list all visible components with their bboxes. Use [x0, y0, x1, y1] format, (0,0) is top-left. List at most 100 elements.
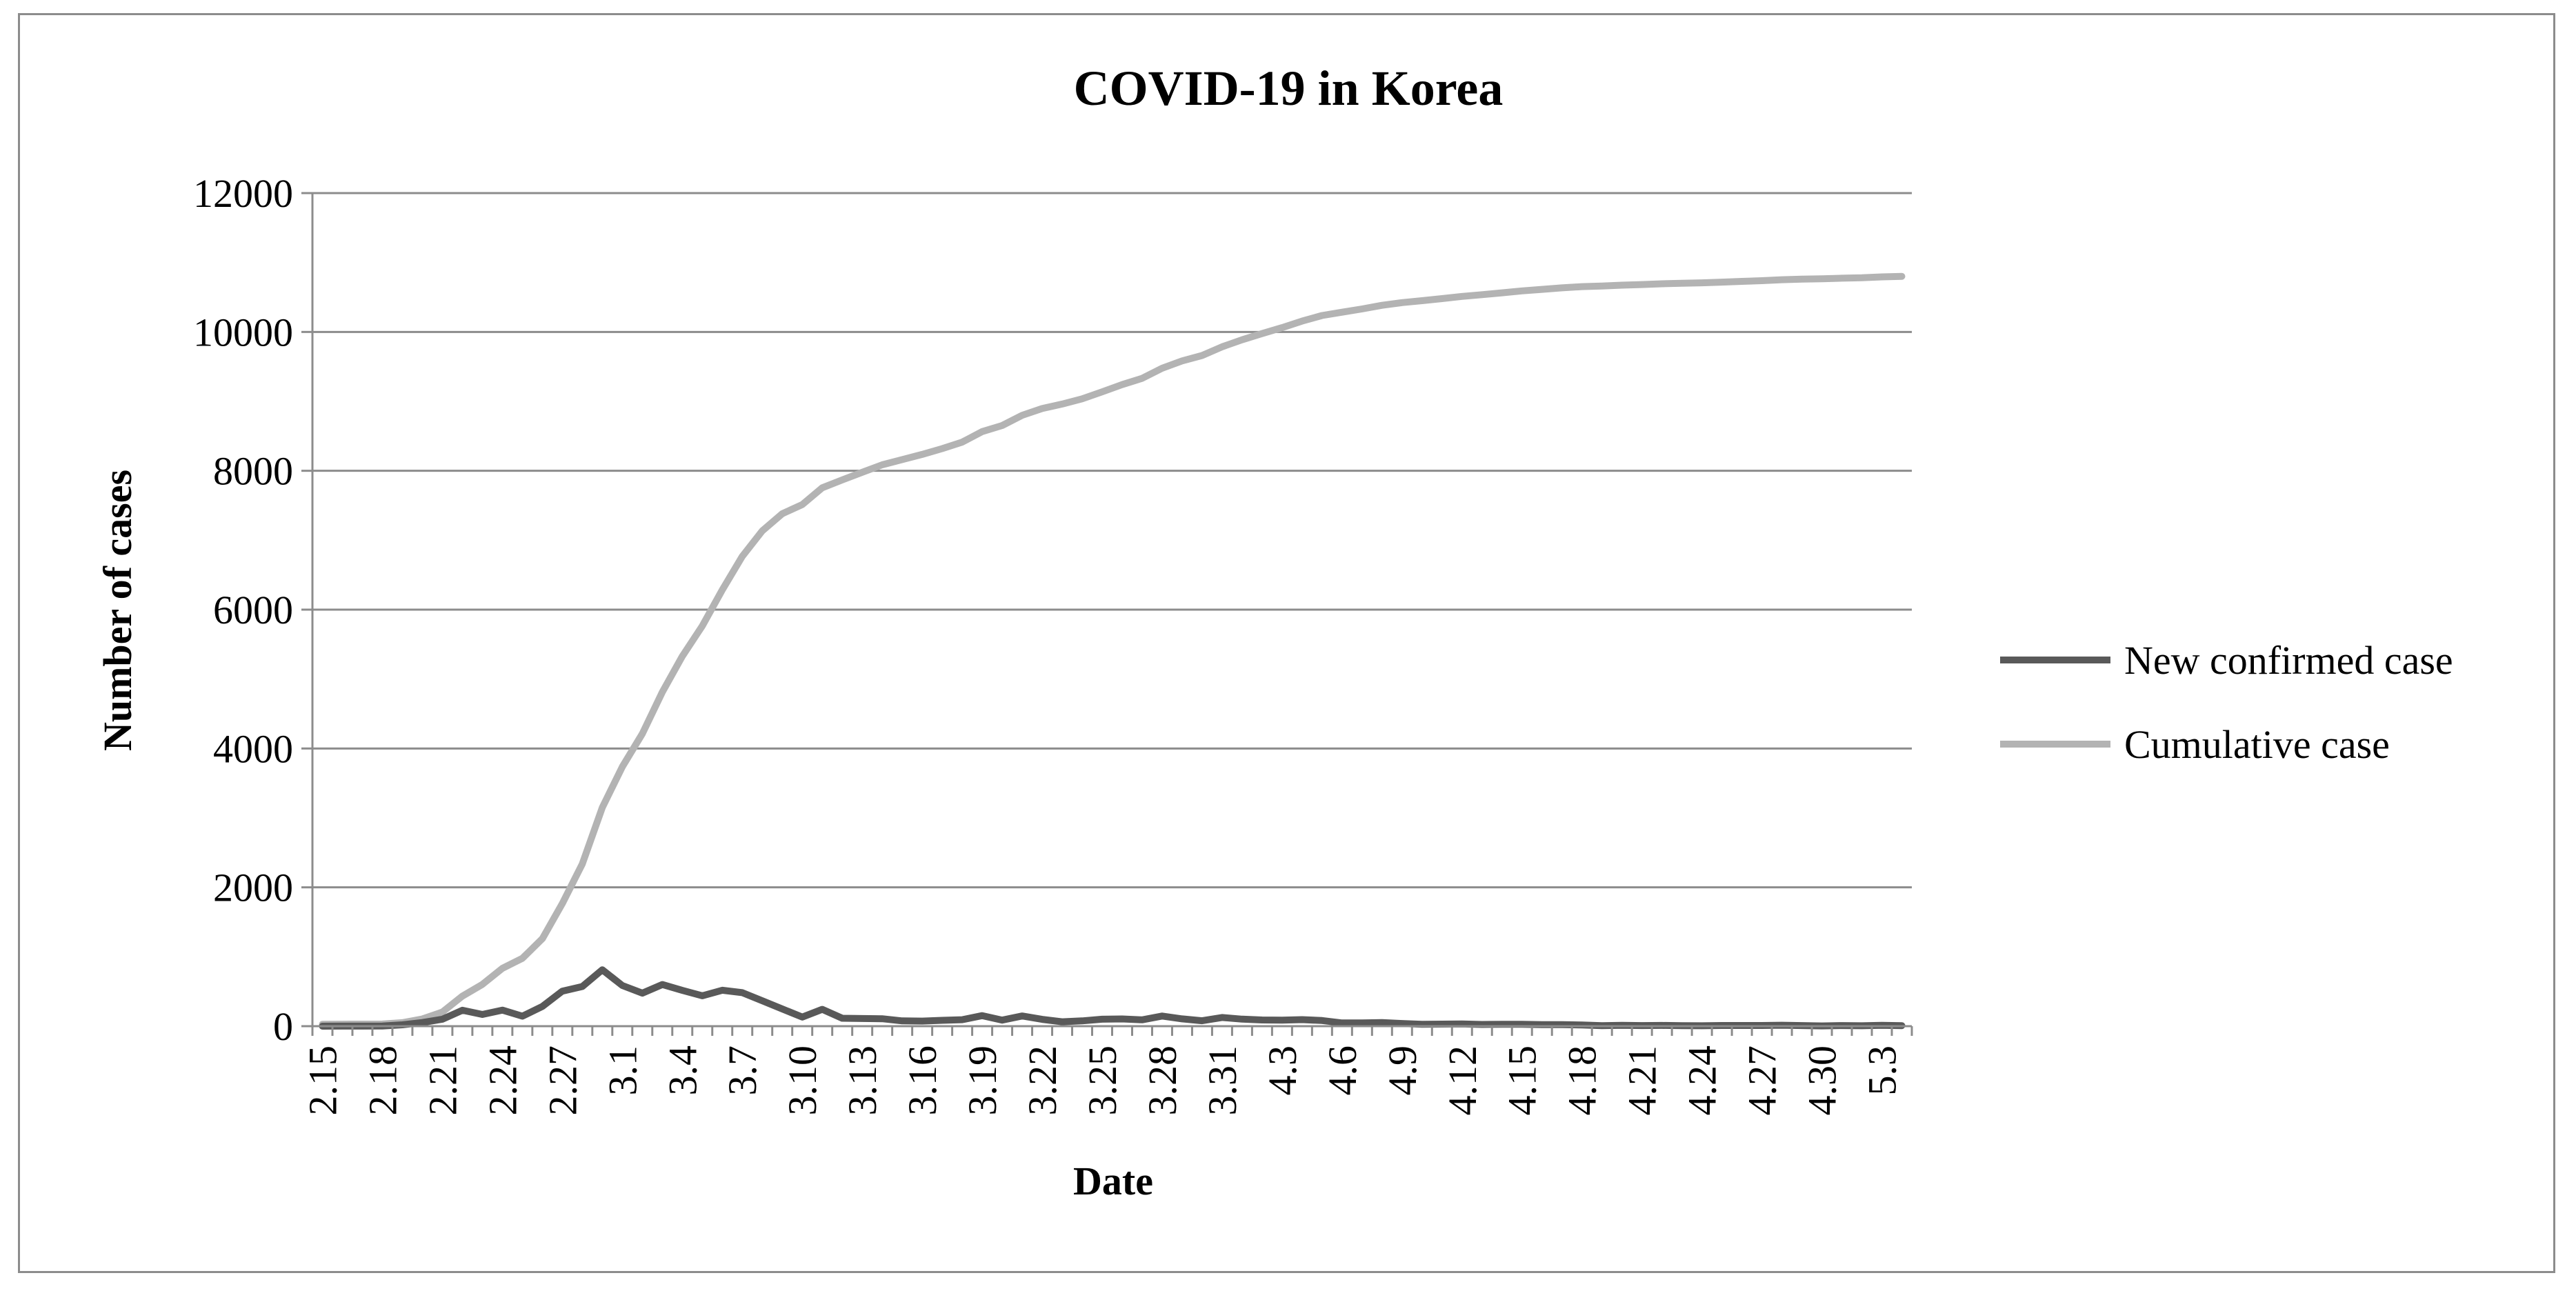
data-point [1221, 1016, 1224, 1019]
data-point [721, 989, 723, 992]
data-point [441, 1018, 443, 1021]
plot-lines [319, 272, 1906, 1030]
data-point [781, 512, 783, 515]
data-point [1141, 1019, 1144, 1021]
data-point [1901, 275, 1903, 278]
x-tick-label: 3.28 [1140, 1045, 1185, 1116]
y-tick-label: 6000 [213, 588, 293, 632]
x-tick-label: 3.16 [900, 1045, 945, 1116]
data-point [1741, 280, 1744, 283]
data-point [1381, 304, 1384, 307]
data-point [781, 1008, 783, 1010]
y-tick-label: 0 [273, 1004, 293, 1049]
x-tick-label: 3.25 [1080, 1045, 1125, 1116]
data-point [741, 555, 743, 558]
data-point [901, 458, 903, 461]
data-point [1261, 1019, 1264, 1021]
data-point [1881, 276, 1883, 278]
data-point [1101, 1018, 1104, 1021]
data-point [1621, 284, 1624, 286]
data-point [501, 1009, 503, 1012]
data-point [1361, 1021, 1364, 1024]
data-point [481, 983, 483, 985]
data-point [1341, 1021, 1344, 1024]
x-tick-label: 3.19 [960, 1045, 1005, 1116]
data-point [1281, 326, 1284, 329]
data-point [1061, 403, 1064, 406]
x-tick-label: 2.24 [480, 1045, 525, 1116]
data-point [821, 486, 823, 489]
data-point [1201, 354, 1204, 357]
data-point [881, 463, 883, 466]
data-point [1441, 297, 1444, 300]
data-point [861, 1017, 863, 1020]
data-point [601, 968, 603, 971]
data-point [1301, 1019, 1304, 1021]
data-point [1501, 292, 1504, 294]
data-point [901, 1019, 903, 1022]
data-point [1321, 1019, 1324, 1022]
data-point [1481, 293, 1484, 296]
data-point [861, 471, 863, 474]
data-point [581, 985, 583, 988]
x-tick-label: 3.13 [840, 1045, 885, 1116]
data-point [961, 441, 963, 443]
data-point [741, 991, 743, 994]
data-point [1641, 283, 1644, 286]
data-point [1081, 397, 1084, 400]
data-point [1161, 367, 1164, 370]
data-point [1401, 301, 1404, 304]
x-tick-label: 4.15 [1500, 1045, 1545, 1116]
data-point [1421, 299, 1424, 302]
x-tick-label: 5.3 [1860, 1045, 1905, 1096]
data-point [1261, 332, 1264, 335]
data-point [1701, 281, 1704, 284]
data-point [941, 1019, 943, 1021]
data-point [1401, 1022, 1404, 1025]
data-point [1441, 1023, 1444, 1025]
x-tick-label: 2.21 [420, 1045, 465, 1116]
data-point [1181, 1017, 1184, 1020]
data-point [1141, 377, 1144, 380]
x-tick-label: 2.15 [300, 1045, 345, 1116]
data-point [1721, 281, 1724, 283]
data-point [661, 691, 663, 694]
data-point [481, 1013, 483, 1016]
data-point [1661, 283, 1664, 285]
data-point [1801, 278, 1804, 281]
data-point [581, 863, 583, 865]
data-point [621, 765, 623, 768]
data-point [1061, 1021, 1064, 1023]
legend: New confirmed case Cumulative case [2000, 638, 2453, 767]
data-point [921, 453, 923, 456]
data-point [701, 994, 703, 997]
data-point [1421, 1023, 1424, 1025]
x-tick-label: 3.31 [1200, 1045, 1245, 1116]
data-point [1581, 286, 1584, 288]
y-tick-label: 4000 [213, 726, 293, 771]
data-point [1341, 311, 1344, 314]
data-point [1681, 282, 1684, 285]
data-point [1781, 279, 1784, 281]
data-point [801, 1016, 803, 1019]
data-point [521, 1015, 523, 1017]
data-point [1281, 1019, 1284, 1021]
chart-title: COVID-19 in Korea [1074, 61, 1504, 116]
data-point [1521, 1023, 1524, 1025]
data-point [1101, 390, 1104, 393]
data-point [541, 937, 543, 940]
data-point [1041, 1018, 1044, 1021]
data-point [461, 994, 463, 997]
data-point [1221, 346, 1224, 348]
data-point [801, 503, 803, 506]
data-point [1121, 1018, 1124, 1020]
series-line-0 [319, 966, 1906, 1030]
data-point [1501, 1023, 1504, 1025]
data-point [1021, 414, 1024, 417]
data-point [821, 1008, 823, 1011]
data-point [1381, 1021, 1384, 1024]
x-tick-label: 3.10 [780, 1045, 825, 1116]
y-tick-label: 10000 [193, 310, 293, 354]
data-point [501, 967, 503, 970]
x-tick-labels: 2.15 2.18 2.21 2.24 2.27 3.1 3.4 3.7 3.10 3.13 3.1… [300, 1045, 1904, 1116]
